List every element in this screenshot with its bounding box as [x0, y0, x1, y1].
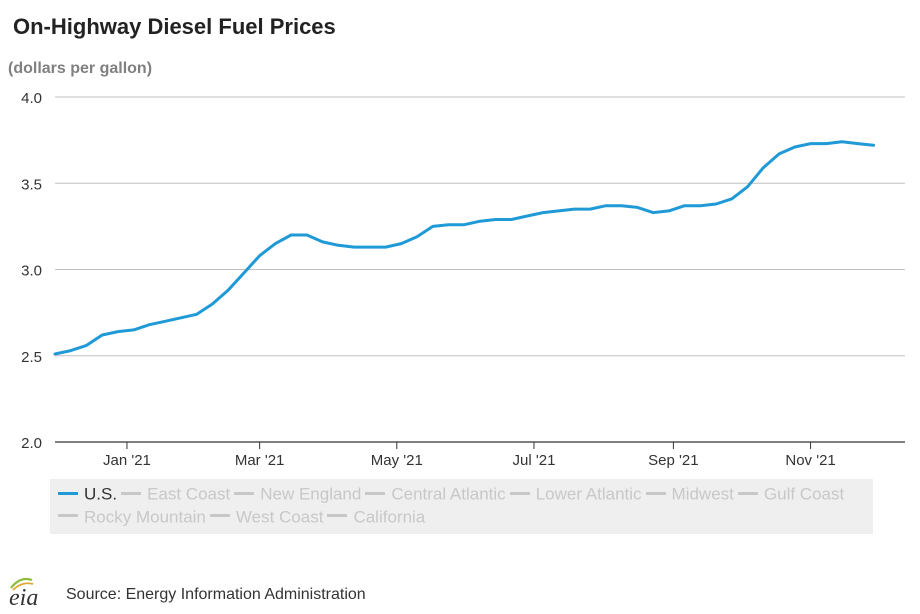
legend-item[interactable]: Rocky Mountain	[58, 506, 206, 529]
legend-label: Lower Atlantic	[535, 484, 642, 504]
x-tick-label: Mar '21	[235, 452, 285, 469]
x-axis-tick-labels: Jan '21 Mar '21 May '21 Jul '21 Sep '21 Nov '…	[103, 442, 836, 469]
legend-label: East Coast	[147, 484, 231, 504]
source-note: Source: Energy Information Administratio…	[66, 586, 366, 603]
series-line[interactable]	[53, 140, 875, 356]
legend-item[interactable]: Gulf Coast	[737, 483, 845, 506]
chart-subtitle: (dollars per gallon)	[8, 60, 153, 77]
logo-arc-gold	[12, 582, 34, 591]
footer: eia Source: Energy Information Administr…	[8, 574, 608, 610]
legend-item[interactable]: Central Atlantic	[365, 483, 506, 506]
legend-swatch	[509, 491, 530, 495]
y-tick-label: 3.5	[21, 176, 42, 193]
legend-label: New England	[260, 484, 362, 504]
y-tick-label: 3.0	[21, 263, 42, 280]
y-tick-label: 4.0	[21, 90, 42, 107]
legend-item[interactable]: West Coast	[209, 506, 324, 529]
y-axis-tick-labels: 2.0 2.5 3.0 3.5 4.0	[21, 90, 42, 452]
legend-swatch	[365, 491, 386, 495]
legend-label: California	[353, 507, 426, 527]
logo-text: eia	[9, 585, 38, 610]
legend-label: Gulf Coast	[763, 484, 845, 504]
grid-lines	[55, 96, 905, 443]
legend-label: West Coast	[235, 507, 324, 527]
legend-swatch	[58, 514, 78, 518]
legend-item[interactable]: U.S.	[58, 483, 117, 506]
x-tick-label: May '21	[371, 452, 423, 469]
page-title: On-Highway Diesel Fuel Prices	[13, 14, 336, 39]
legend-label: Rocky Mountain	[84, 507, 206, 527]
legend-item[interactable]: California	[327, 506, 425, 529]
legend-swatch	[121, 491, 142, 495]
legend-item[interactable]: Lower Atlantic	[509, 483, 642, 506]
logo-arc-green	[10, 577, 33, 589]
legend-label: Midwest	[671, 484, 734, 504]
legend-swatch	[234, 491, 255, 495]
chart-legend: U.S. East Coast New England Central Atlanti…	[50, 479, 873, 534]
legend-item[interactable]: New England	[234, 483, 361, 506]
y-tick-label: 2.5	[21, 349, 42, 366]
legend-swatch	[58, 491, 78, 495]
legend-label: U.S.	[84, 484, 118, 504]
x-tick-label: Nov '21	[785, 452, 835, 469]
x-tick-label: Sep '21	[648, 452, 698, 469]
x-tick-label: Jan '21	[103, 452, 151, 469]
legend-swatch	[645, 491, 666, 495]
legend-item[interactable]: East Coast	[121, 483, 230, 506]
y-tick-label: 2.0	[21, 435, 42, 452]
eia-logo-icon: eia	[9, 577, 38, 610]
legend-swatch	[209, 514, 230, 518]
series-lines	[53, 140, 875, 356]
x-tick-label: Jul '21	[513, 452, 556, 469]
legend-item[interactable]: Midwest	[645, 483, 734, 506]
line-chart: 2.0 2.5 3.0 3.5 4.0 Jan '21 Mar '21 May '21 Jul…	[21, 90, 905, 469]
legend-label: Central Atlantic	[391, 484, 506, 504]
legend-swatch	[737, 491, 758, 495]
legend-swatch	[327, 514, 348, 518]
